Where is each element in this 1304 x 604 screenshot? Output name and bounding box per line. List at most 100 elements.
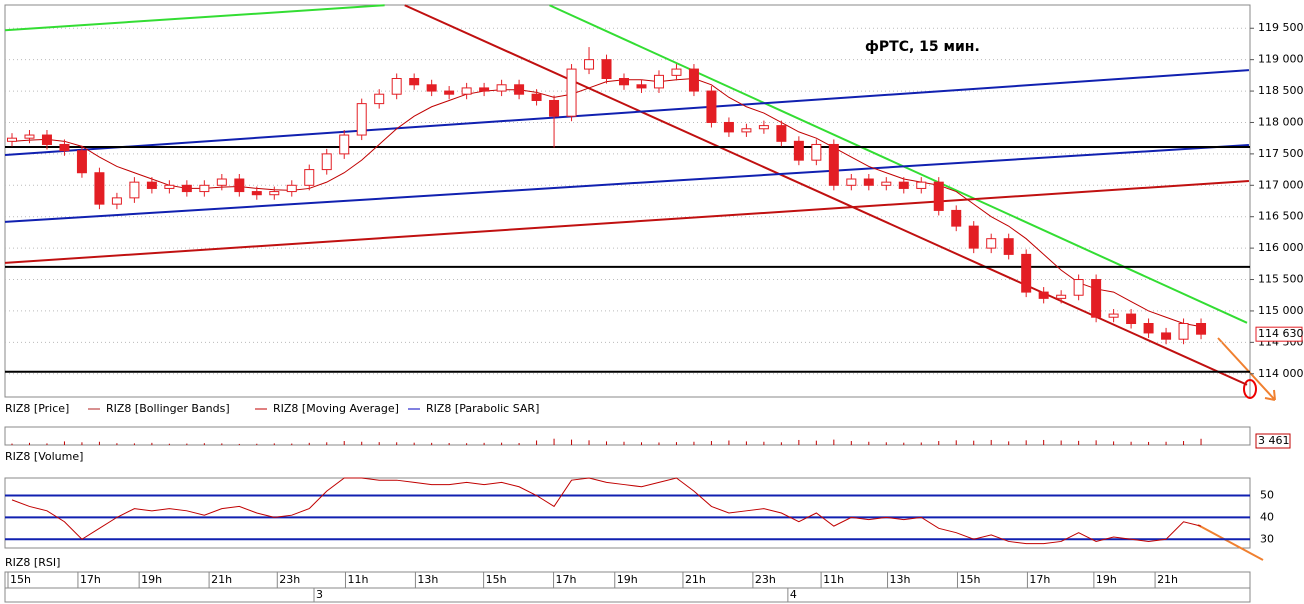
candle-body [339, 134, 350, 155]
trend-line [4, 144, 1250, 223]
panel-label: RIZ8 [Volume] [5, 450, 83, 463]
candle-body [444, 90, 455, 95]
trend-line [4, 4, 385, 32]
x-tick-label: 21h [1157, 573, 1178, 586]
x-tick-label: 19h [1096, 573, 1117, 586]
time-axis [4, 571, 1251, 603]
candle-body [1108, 313, 1119, 318]
y-tick-label: 30 [1260, 532, 1274, 545]
last-price-box [1255, 326, 1303, 342]
candle-body [199, 184, 210, 193]
candle-body [828, 143, 839, 186]
y-tick-label: 119 000 [1258, 53, 1304, 66]
y-tick-label: 116 500 [1258, 210, 1304, 223]
candle-body [164, 184, 175, 189]
candle-body [479, 87, 490, 92]
candle-body [1038, 291, 1049, 299]
candle-body [391, 78, 402, 95]
candle-body [374, 93, 385, 105]
candle-body [619, 78, 630, 86]
candle-body [741, 128, 752, 133]
y-tick-label: 115 000 [1258, 304, 1304, 317]
price-panel [4, 4, 1251, 398]
candle-body [269, 191, 280, 196]
candle-body [251, 191, 262, 196]
candle-body [776, 125, 787, 142]
day-tick-label: 4 [790, 588, 797, 601]
y-tick-label: 50 [1260, 489, 1274, 502]
candle-body [321, 153, 332, 171]
candle-body [234, 178, 245, 193]
x-tick-label: 23h [279, 573, 300, 586]
legend-label: RIZ8 [Bollinger Bands] [106, 402, 230, 415]
x-tick-label: 21h [211, 573, 232, 586]
y-tick-label: 117 500 [1258, 147, 1304, 160]
x-tick-label: 17h [80, 573, 101, 586]
arrow [1217, 337, 1276, 401]
candle-body [286, 184, 297, 193]
x-tick-label: 21h [685, 573, 706, 586]
trend-line [4, 69, 1250, 157]
candle-body [216, 178, 227, 186]
candle-body [601, 59, 612, 79]
x-tick-label: 15h [959, 573, 980, 586]
x-tick-label: 17h [1029, 573, 1050, 586]
candle-body [129, 181, 140, 199]
y-tick-label: 40 [1260, 510, 1274, 523]
candle-body [461, 87, 472, 95]
candle-body [1143, 323, 1154, 334]
last-price-label: 114 630 [1258, 327, 1304, 340]
chart-title: фРТС, 15 мин. [865, 39, 980, 55]
candle-body [409, 78, 420, 86]
candle-body [933, 181, 944, 211]
rsi-panel [4, 477, 1251, 549]
candle-body [986, 238, 997, 249]
candle-body [94, 172, 105, 205]
candle-body [566, 68, 577, 117]
y-tick-label: 118 000 [1258, 115, 1304, 128]
candle-body [846, 178, 857, 186]
candle-body [636, 84, 647, 89]
candle-body [426, 84, 437, 92]
candle-body [688, 68, 699, 92]
candle-body [1021, 253, 1032, 293]
y-tick-label: 116 000 [1258, 241, 1304, 254]
candle-body [793, 140, 804, 161]
candle-body [653, 74, 664, 89]
y-tick-label: 115 500 [1258, 273, 1304, 286]
candle-body [1196, 323, 1207, 335]
legend-label: RIZ8 [Parabolic SAR] [426, 402, 539, 415]
x-tick-label: 15h [486, 573, 507, 586]
last-volume-box [1255, 433, 1291, 449]
highlight-circle [1243, 379, 1257, 399]
candle-body [111, 197, 122, 205]
trend-line [549, 4, 1248, 324]
last-volume-label: 3 461 [1258, 434, 1290, 447]
candle-body [671, 68, 682, 76]
y-tick-label: 118 500 [1258, 84, 1304, 97]
x-tick-label: 19h [617, 573, 638, 586]
candle-body [723, 121, 734, 133]
candle-body [1073, 279, 1084, 296]
candle-body [24, 134, 35, 139]
candle-body [1056, 294, 1067, 299]
candle-body [59, 143, 70, 152]
y-tick-label: 119 500 [1258, 21, 1304, 34]
candle-body [758, 125, 769, 130]
x-tick-label: 13h [890, 573, 911, 586]
candle-body [146, 181, 157, 189]
candle-body [863, 178, 874, 186]
candle-body [41, 134, 52, 145]
candle-body [514, 84, 525, 95]
x-tick-label: 15h [10, 573, 31, 586]
candle-body [531, 93, 542, 101]
candle-body [181, 184, 192, 193]
x-tick-label: 11h [823, 573, 844, 586]
candle-body [1091, 279, 1102, 318]
x-tick-label: 23h [755, 573, 776, 586]
candle-body [584, 59, 595, 70]
arrow [1197, 524, 1264, 561]
legend-label: RIZ8 [Price] [5, 402, 69, 415]
y-tick-label: 117 000 [1258, 178, 1304, 191]
